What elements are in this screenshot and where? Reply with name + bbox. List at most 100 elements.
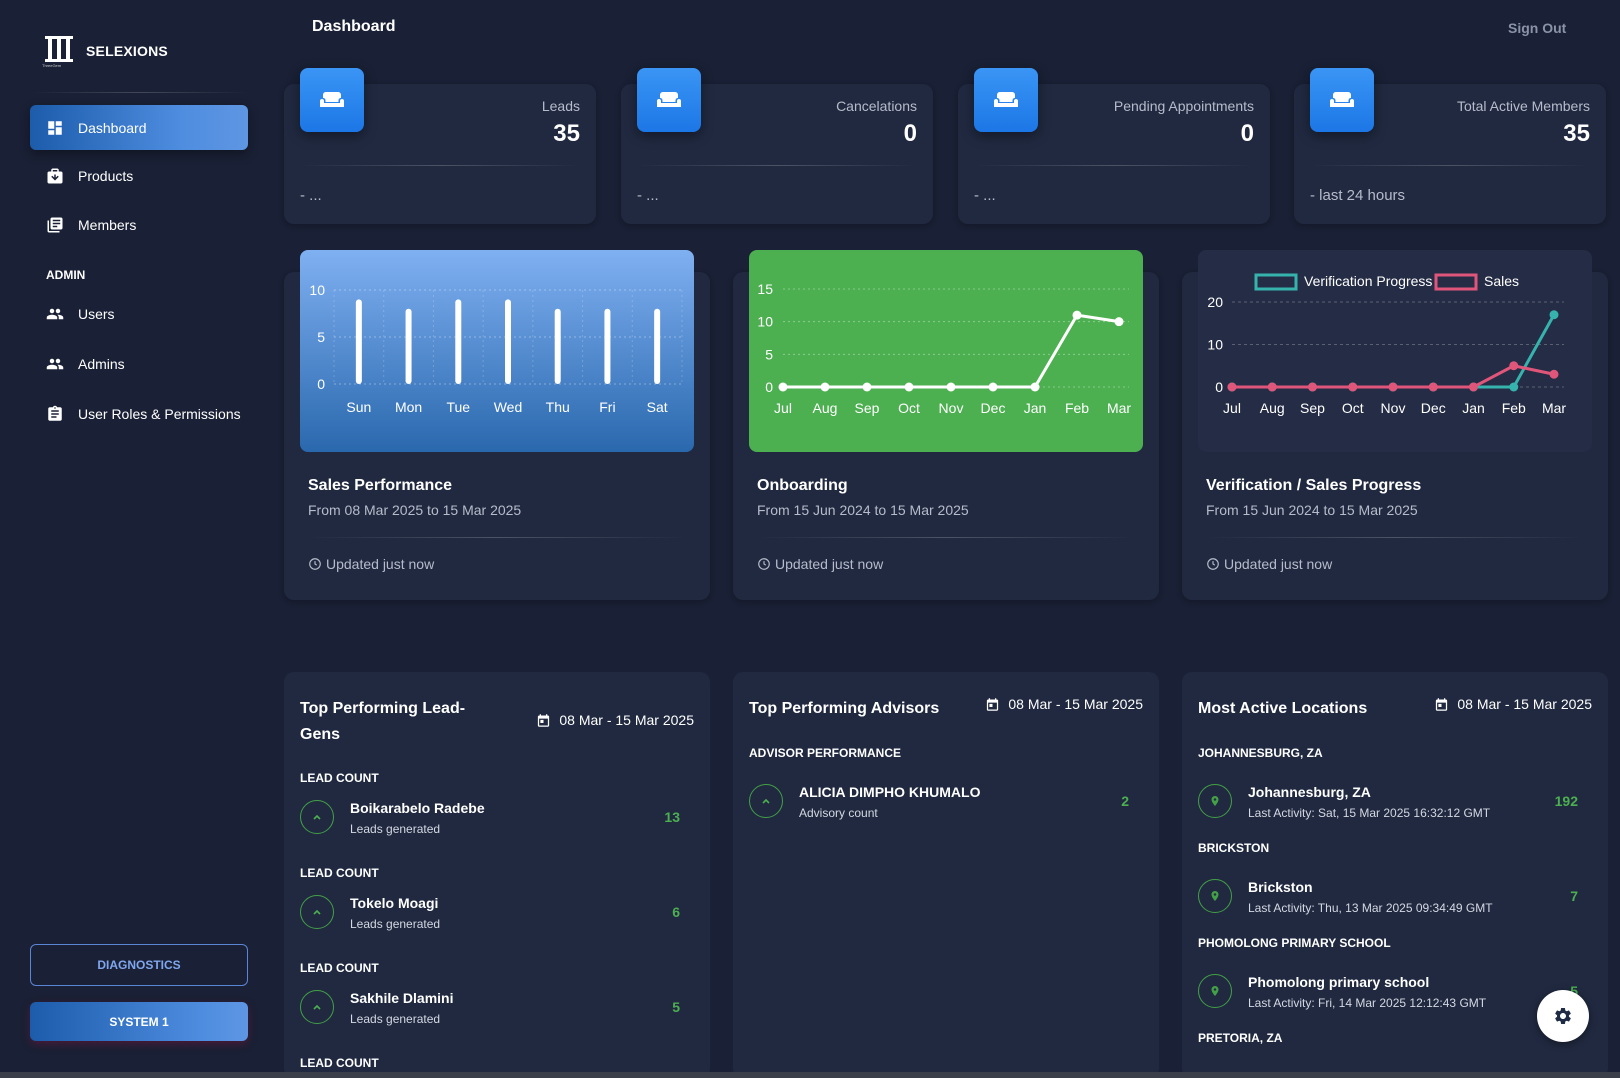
top-lead-gens-card: Top Performing Lead- Gens 08 Mar - 15 Ma…: [284, 672, 710, 1078]
section-label: LEAD COUNT: [300, 771, 379, 785]
onboarding-line-chart: 0 5 10 15 Jul Aug Sep Oct Nov Dec Jan Feb Mar: [749, 250, 1143, 452]
chevron-up-icon: [749, 784, 783, 818]
section-label: LEAD COUNT: [300, 1056, 379, 1070]
date-range[interactable]: 08 Mar - 15 Mar 2025: [536, 712, 694, 728]
card-title: Top Performing Advisors: [749, 700, 940, 717]
calendar-icon: [1436, 697, 1448, 711]
item-sub: Last Activity: Fri, 14 Mar 2025 12:12:43…: [1248, 996, 1487, 1010]
settings-fab[interactable]: [1537, 990, 1589, 1042]
card-title: Top Performing Lead- Gens: [300, 696, 465, 748]
sign-out-link[interactable]: Sign Out: [1508, 20, 1567, 36]
list-item[interactable]: Boikarabelo Radebe Leads generated 13: [300, 798, 680, 838]
chart-footer: Updated just now: [308, 556, 434, 572]
stat-label: Cancelations: [836, 98, 917, 114]
card-title: Most Active Locations: [1198, 700, 1368, 717]
section-label: LEAD COUNT: [300, 866, 379, 880]
data-point: [1549, 310, 1559, 320]
stat-value: 35: [553, 120, 580, 147]
date-range[interactable]: 08 Mar - 15 Mar 2025: [985, 696, 1143, 712]
sidebar-section-admin: ADMIN: [46, 268, 86, 282]
logo-text: SELEXIONS: [86, 43, 168, 59]
stat-footer: - ...: [974, 187, 996, 204]
data-point: [1428, 382, 1438, 392]
x-tick-label: Wed: [494, 399, 523, 415]
sidebar-item-label: Dashboard: [78, 119, 147, 136]
x-tick-label: Aug: [1260, 400, 1285, 416]
section-label: BRICKSTON: [1198, 841, 1270, 855]
location-pin-icon: [1198, 784, 1232, 818]
y-tick-label: 0: [765, 379, 773, 395]
x-tick-label: Sun: [346, 399, 371, 415]
system-button[interactable]: SYSTEM 1: [30, 1002, 248, 1041]
chart-updated-text: Updated just now: [326, 556, 435, 572]
sidebar: ThreeGem SELEXIONS Dashboard Products Me…: [0, 0, 262, 1078]
item-value: 2: [1121, 793, 1129, 809]
sofa-icon: [637, 68, 701, 132]
sidebar-item-users[interactable]: Users: [30, 291, 248, 336]
x-tick-label: Tue: [446, 399, 470, 415]
legend-label: Verification Progress: [1304, 273, 1432, 289]
x-tick-label: Sat: [647, 399, 668, 415]
data-point: [988, 382, 998, 392]
logo-icon: ThreeGem: [42, 34, 74, 68]
list-item[interactable]: Sakhile Dlamini Leads generated 5: [300, 988, 680, 1028]
chart-footer: Updated just now: [757, 556, 883, 572]
users-icon: [46, 308, 64, 319]
sidebar-item-admins[interactable]: Admins: [30, 341, 248, 386]
list-item[interactable]: Johannesburg, ZA Last Activity: Sat, 15 …: [1198, 782, 1578, 822]
item-value: 13: [664, 809, 680, 825]
data-point: [904, 382, 914, 392]
stat-value: 0: [903, 120, 917, 147]
stat-divider: [300, 165, 580, 166]
list-item[interactable]: Tokelo Moagi Leads generated 6: [300, 893, 680, 933]
list-item[interactable]: Brickston Last Activity: Thu, 13 Mar 202…: [1198, 877, 1578, 917]
chart-card-verification-sales: 0 10 20 Verification Progress Sales Jul Aug Sep…: [1182, 250, 1608, 600]
bar: [455, 299, 462, 384]
sidebar-item-products[interactable]: Products: [30, 153, 248, 198]
chart-card-sales-performance: 0 5 10 Sun Mon Tue Wed Thu Fri Sat Sales Performa…: [284, 250, 710, 600]
sidebar-item-label: Users: [78, 305, 115, 322]
chevron-up-icon: [300, 990, 334, 1024]
app-logo[interactable]: ThreeGem SELEXIONS: [42, 34, 168, 68]
x-tick-label: Fri: [599, 399, 615, 415]
list-item[interactable]: ALICIA DIMPHO KHUMALO Advisory count 2: [749, 782, 1129, 822]
x-tick-label: Dec: [1421, 400, 1446, 416]
bottom-strip: [0, 1072, 1620, 1078]
stat-footer: - ...: [637, 187, 659, 204]
bar: [405, 308, 412, 384]
diagnostics-button[interactable]: DIAGNOSTICS: [30, 944, 248, 986]
item-name: ALICIA DIMPHO KHUMALO: [799, 784, 981, 800]
clock-icon: [309, 558, 321, 570]
section-label: PHOMOLONG PRIMARY SCHOOL: [1198, 936, 1391, 950]
chart-updated-text: Updated just now: [1224, 556, 1333, 572]
item-name: Brickston: [1248, 879, 1313, 895]
chart-subtitle: From 15 Jun 2024 to 15 Mar 2025: [1206, 502, 1418, 518]
data-point: [1267, 382, 1277, 392]
x-tick-label: Feb: [1502, 400, 1526, 416]
y-tick-label: 5: [317, 329, 325, 345]
date-range[interactable]: 08 Mar - 15 Mar 2025: [1434, 696, 1592, 712]
section-label: ADVISOR PERFORMANCE: [749, 746, 902, 760]
item-sub: Leads generated: [350, 1012, 441, 1026]
sidebar-item-user-roles[interactable]: User Roles & Permissions: [30, 391, 248, 436]
x-tick-label: Oct: [898, 400, 920, 416]
sidebar-item-dashboard[interactable]: Dashboard: [30, 105, 248, 150]
item-name: Johannesburg, ZA: [1248, 784, 1371, 800]
y-tick-label: 10: [309, 282, 325, 298]
sidebar-item-label: Members: [78, 216, 137, 233]
x-tick-label: Sep: [855, 400, 880, 416]
settings-gear-icon: [1555, 1008, 1571, 1024]
x-tick-label: Thu: [546, 399, 570, 415]
item-name: Tokelo Moagi: [350, 895, 439, 911]
data-point: [1388, 382, 1398, 392]
x-tick-label: Nov: [939, 400, 964, 416]
sidebar-item-members[interactable]: Members: [30, 202, 248, 247]
clipboard-icon: [48, 405, 62, 421]
x-tick-label: Aug: [813, 400, 838, 416]
x-tick-label: Mar: [1107, 400, 1131, 416]
list-item[interactable]: Phomolong primary school Last Activity: …: [1198, 972, 1578, 1012]
chevron-up-icon: [300, 895, 334, 929]
item-sub: Last Activity: Sat, 15 Mar 2025 16:32:12…: [1248, 806, 1491, 820]
item-name: Phomolong primary school: [1248, 974, 1430, 990]
members-icon: [47, 217, 63, 232]
